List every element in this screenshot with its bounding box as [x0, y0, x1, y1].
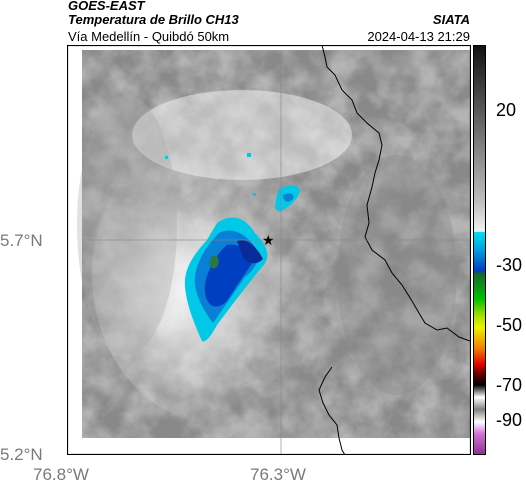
colorbar-tick-minus30: -30 [496, 255, 523, 275]
colorbar-tick-minus90: -90 [496, 410, 523, 430]
colorbar-tick-minus70: -70 [496, 375, 523, 395]
lon-tick-76.3: 76.3°W [250, 465, 306, 484]
lat-tick-5.2: 5.2°N [0, 445, 43, 464]
map-panel[interactable]: ★ [66, 44, 472, 456]
convective-cloud [165, 153, 300, 342]
colorbar-tick-minus50: -50 [496, 315, 523, 335]
product-title: Temperatura de Brillo CH13 [68, 12, 239, 27]
star-icon: ★ [262, 233, 275, 249]
organization-label: SIATA [432, 12, 470, 27]
timestamp-label: 2024-04-13 21:29 [367, 29, 470, 44]
satellite-title: GOES-EAST [68, 0, 145, 13]
location-label: Vía Medellín - Quibdó 50km [68, 29, 230, 44]
lon-tick-76.8: 76.8°W [33, 465, 89, 484]
map-canvas: ★ [66, 44, 472, 456]
lat-tick-5.7: 5.7°N [0, 231, 43, 250]
map-frame-border [66, 44, 472, 456]
colorbar-tick-20: 20 [496, 100, 517, 120]
colorbar [473, 45, 486, 455]
border-lines [318, 44, 471, 456]
